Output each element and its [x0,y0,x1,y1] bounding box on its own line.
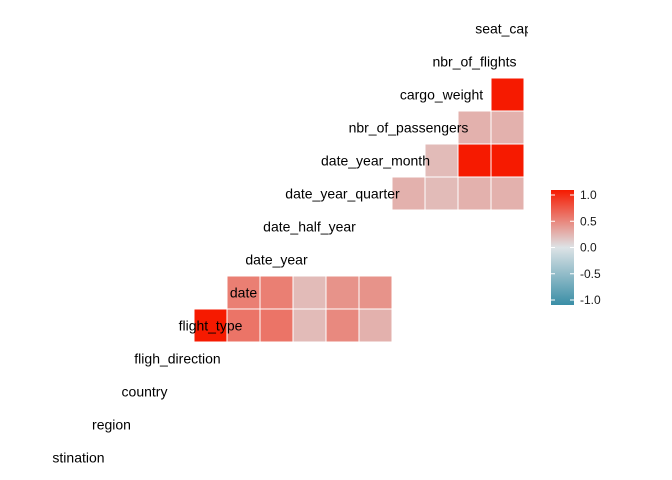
heatmap-cell [491,177,524,210]
variable-label: country [122,384,168,400]
variable-label: nbr_of_passengers [349,120,469,136]
variable-label: cargo_weight [400,87,483,103]
variable-label: seat_capa [475,21,540,37]
variable-label: date_year [245,252,308,268]
heatmap-cell [326,309,359,342]
heatmap-cell [392,177,425,210]
heatmap-cell [458,111,491,144]
legend-tick-label: 1.0 [580,188,597,202]
heatmap-cell [491,111,524,144]
heatmap-cell [227,309,260,342]
heatmap-cell [227,276,260,309]
variable-label: stination [52,450,104,466]
variable-label: date_year_quarter [285,186,400,202]
heatmap-cell [293,276,326,309]
variable-labels: seat_capa nbr_of_flights cargo_weight nbr_o… [52,21,540,466]
legend-tick-label: -0.5 [580,267,601,281]
heatmap-cell [425,177,458,210]
heatmap-cell [458,177,491,210]
heatmap-cell [359,276,392,309]
heatmap-cell [260,276,293,309]
variable-label: date_half_year [263,219,356,235]
variable-label: date_year_month [321,153,430,169]
heatmap-cell [458,144,491,177]
heatmap-cell [425,144,458,177]
variable-label: flight_type [179,318,243,334]
variable-label: date [230,285,257,301]
variable-label: fligh_direction [134,351,220,367]
legend-tick-label: 0.0 [580,241,597,255]
heatmap-cell [194,309,227,342]
legend-tick-label: -1.0 [580,293,601,307]
heatmap-cell [491,78,524,111]
heatmap-cell [293,309,326,342]
heatmap-cell [359,309,392,342]
legend-tick-label: 0.5 [580,214,597,228]
heatmap-cell [260,309,293,342]
variable-label: region [92,417,131,433]
heatmap-cells [194,78,524,342]
heatmap-cell [326,276,359,309]
heatmap-cell [491,144,524,177]
legend-colorbar [551,190,574,305]
variable-label: nbr_of_flights [432,54,516,70]
color-legend: 1.0 0.5 0.0 -0.5 -1.0 [551,188,601,307]
